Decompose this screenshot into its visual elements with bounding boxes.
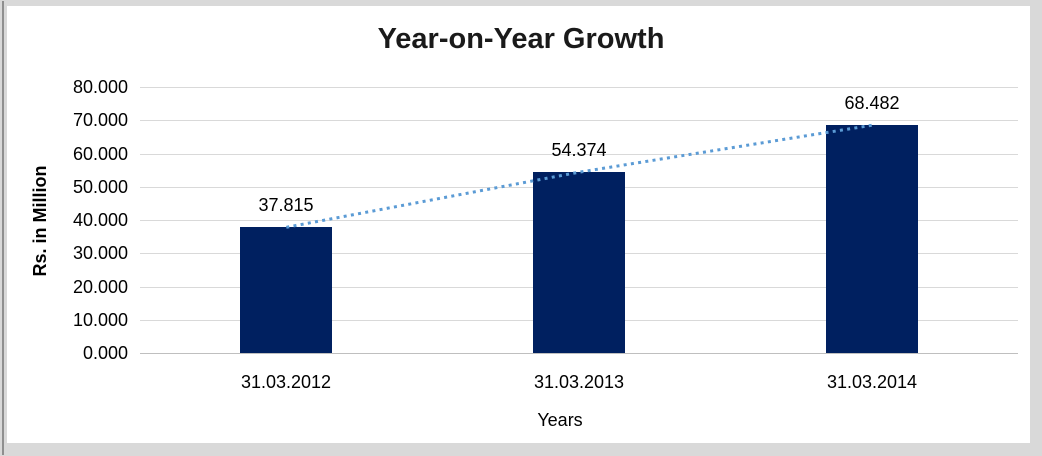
chart-canvas [7,6,1030,443]
frame-edge-line [2,1,4,455]
